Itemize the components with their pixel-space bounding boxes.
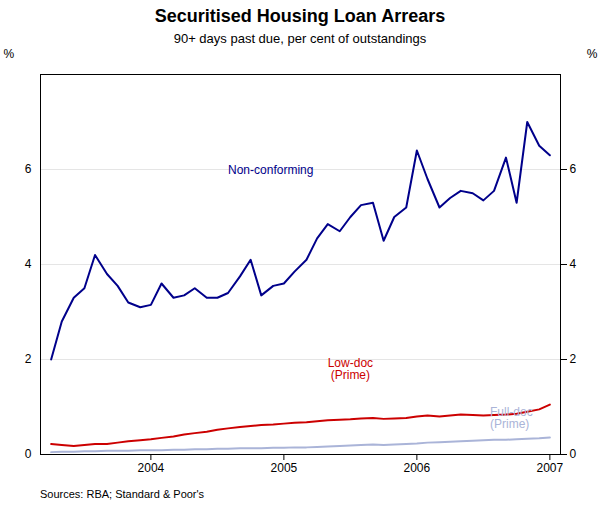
svg-text:%: %	[4, 47, 15, 61]
svg-text:0: 0	[25, 447, 32, 461]
svg-text:4: 4	[25, 257, 32, 271]
html-text:90+ days past due, per cent of: 90+ days past due, per cent of outstandi…	[173, 31, 427, 46]
svg-text:2005: 2005	[271, 461, 298, 475]
svg-text:Full-doc(Prime): Full-doc(Prime)	[490, 405, 533, 431]
svg-text:2006: 2006	[404, 461, 431, 475]
svg-text:2007: 2007	[537, 461, 564, 475]
svg-text:6: 6	[25, 162, 32, 176]
svg-text:6: 6	[570, 162, 577, 176]
svg-text:2004: 2004	[138, 461, 165, 475]
html-text:Sources: RBA; Standard & Poor': Sources: RBA; Standard & Poor's	[40, 488, 205, 500]
html-text:Securitised Housing Loan Arrea: Securitised Housing Loan Arrears	[154, 6, 446, 26]
svg-text:Non-conforming: Non-conforming	[228, 163, 313, 177]
svg-text:Low-doc(Prime): Low-doc(Prime)	[328, 356, 373, 382]
svg-text:2: 2	[25, 352, 32, 366]
svg-text:0: 0	[570, 447, 577, 461]
svg-text:2: 2	[570, 352, 577, 366]
svg-text:4: 4	[570, 257, 577, 271]
svg-text:%: %	[587, 47, 598, 61]
